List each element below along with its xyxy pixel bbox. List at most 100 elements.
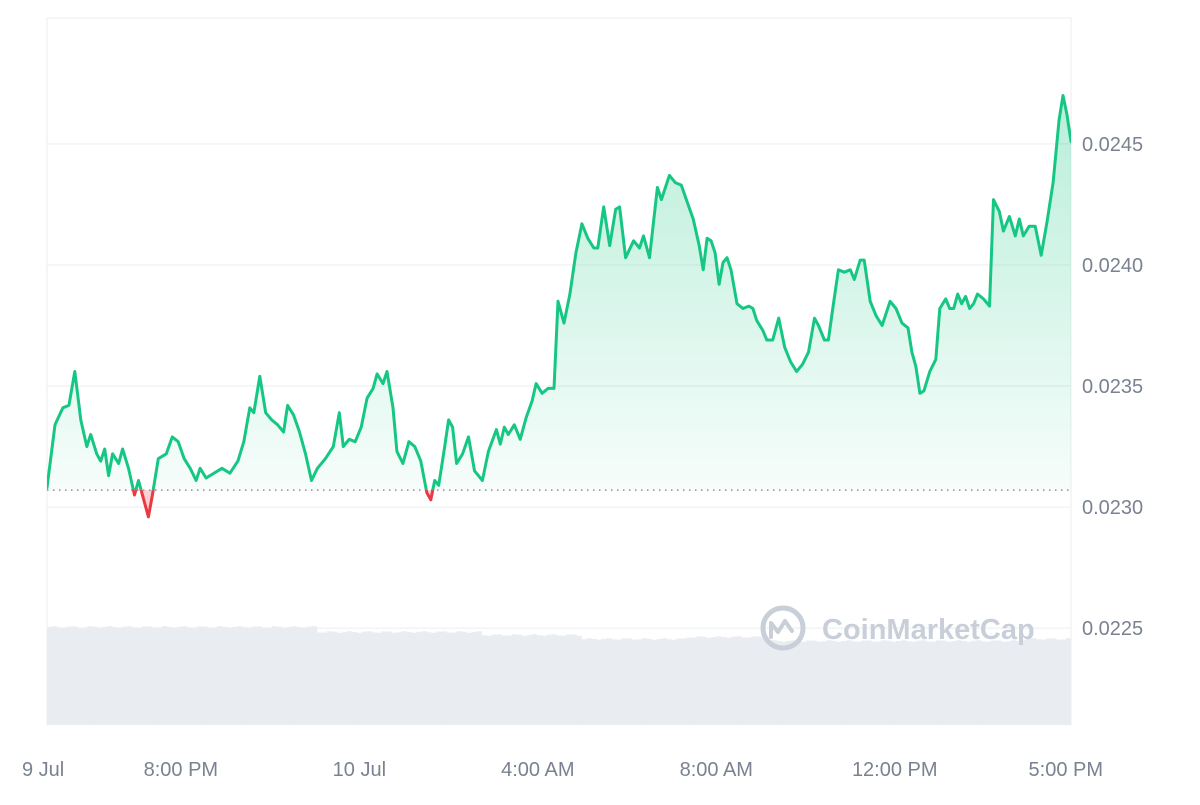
volume-bar [941,640,947,725]
volume-bar [56,627,63,725]
volume-bar [236,626,243,725]
volume-bar [911,641,917,725]
volume-bar [501,635,507,725]
volume-bar [856,641,862,725]
volume-bar [296,627,303,725]
volume-bar [846,640,852,725]
volume-bar [286,627,293,725]
volume-bar [276,626,283,725]
volume-bar [891,641,897,725]
volume-bar [986,641,992,725]
volume-bar [206,627,213,725]
volume-bar [551,634,557,725]
volume-bar [326,631,333,725]
volume-bar [431,632,438,725]
volume-bar [266,627,273,725]
volume-bar [971,640,977,725]
volume-bar [886,640,892,725]
volume-bar [521,635,527,725]
volume-bar [866,640,872,725]
volume-bar [791,640,797,725]
watermark-text: CoinMarketCap [822,614,1035,646]
volume-bar [796,641,802,725]
volume-bar [216,626,223,725]
volume-bar [991,640,997,725]
volume-bar [541,635,547,725]
volume-bar [821,641,827,725]
volume-bar [221,626,228,725]
volume-bar [411,632,418,725]
coinmarketcap-logo: CoinMarketCap [760,605,1035,651]
volume-bar [946,641,952,725]
volume-bar [116,627,123,725]
volume-bar [316,632,323,725]
volume-bar [751,636,757,725]
volume-bar [901,640,907,725]
volume-bar [311,626,318,725]
volume-bar [976,640,982,725]
volume-bar [1061,639,1067,725]
volume-bar [766,641,772,725]
volume-bar [511,634,517,725]
volume-bar [906,641,912,725]
volume-bar [1051,638,1057,725]
volume-bar [346,631,353,725]
volume-bar [211,627,218,725]
volume-bar [1036,639,1042,725]
volume-bar [811,640,817,725]
volume-bar [361,631,368,725]
volume-bar [771,640,777,725]
volume-bar [656,638,662,725]
volume-bar [281,627,288,725]
volume-bar [271,626,278,725]
volume-bar [646,638,652,725]
volume-bar [576,635,582,725]
volume-bar [761,637,767,725]
volume-bar [406,631,413,725]
volume-bar [141,626,148,725]
price-area [47,95,1071,517]
volume-bar [126,626,133,725]
volume-bar [596,639,602,725]
volume-bar [741,637,747,725]
volume-bar [1056,639,1062,725]
volume-bar [176,626,183,725]
volume-bar [671,639,677,725]
volume-bar [586,638,592,725]
volume-bar [1011,640,1017,725]
volume-bar [1066,638,1072,725]
volume-bar [166,626,173,725]
volume-bar [536,635,542,725]
volume-bar [781,641,787,725]
volume-bar [366,631,373,725]
volume-bar [726,637,732,725]
volume-bar [241,627,248,725]
volume-bar [731,636,737,725]
volume-bar [91,626,98,725]
volume-bar [606,638,612,725]
volume-bar [956,640,962,725]
volume-bar [416,631,423,725]
volume-bar [666,639,672,725]
volume-bar [331,631,338,725]
volume-bar [231,626,238,725]
volume-bar [1046,638,1052,725]
volume-bar [641,638,647,725]
volume-bar [111,627,118,725]
volume-bar [261,627,268,725]
volume-bar [151,627,158,725]
volume-bar [981,641,987,725]
volume-bar [686,637,692,725]
volume-bar [701,636,707,725]
y-tick-label: 0.0235 [1082,376,1143,398]
volume-bar [486,635,492,725]
volume-bar [876,641,882,725]
volume-bar [816,641,822,725]
volume-bar [601,638,607,725]
volume-bar [966,641,972,725]
volume-bar [186,627,193,725]
x-tick-label: 10 Jul [333,759,386,781]
volume-bar [691,637,697,725]
volume-bar [1021,639,1027,725]
